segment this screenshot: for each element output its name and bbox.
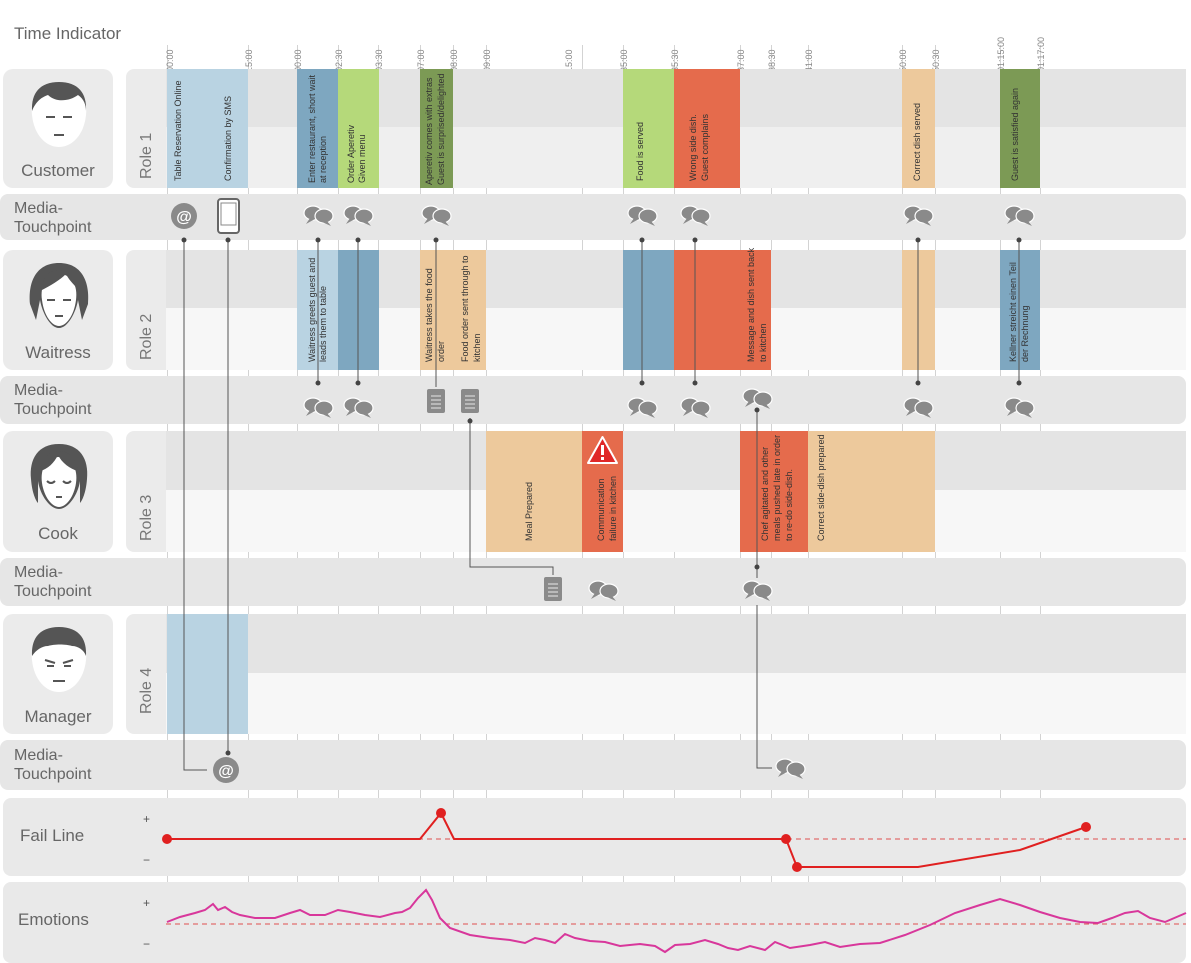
cook-lane-bottom [166,490,1186,552]
fail-line-plus: + [143,812,151,826]
speech-bubble-icon [1004,397,1035,419]
speech-bubble-icon [343,205,374,227]
fail-line-path [167,811,1087,868]
role-tag-col-3: Role 3 [126,431,166,552]
card-waitress-food-served [623,250,674,370]
speech-bubble-icon [421,205,452,227]
speech-bubble-icon [903,205,934,227]
role-card-customer: Customer [3,69,113,188]
manager-lane-top [166,614,1186,673]
cook-face-icon [30,444,88,509]
speech-bubble-icon [343,397,374,419]
document-icon [543,576,563,602]
role-name-cook: Cook [38,524,78,543]
card-order-aperetiv: Order Aperetiv Given menu [338,69,379,188]
role-card-cook: Cook [3,431,113,552]
warning-icon [587,436,618,464]
svg-text:@: @ [176,209,192,226]
card-correct-side-dish: Correct side-dish prepared [808,431,935,552]
speech-bubble-icon [742,388,773,410]
manager-lane-bottom [166,673,1186,734]
speech-bubble-icon [303,397,334,419]
speech-bubble-icon [903,397,934,419]
fail-line-point [436,808,446,818]
media-touchpoint-band-1 [0,194,1186,240]
card-table-reservation: Table Reservation Online Confirmation by… [167,69,248,188]
speech-bubble-icon [303,205,334,227]
media-touchpoint-label-1: Media- Touchpoint [14,200,92,236]
emotions-minus: − [143,937,151,951]
card-guest-satisfied: Guest is satisfied again [1000,69,1040,188]
role-tag-col-2: Role 2 [126,250,166,370]
fail-line-col [126,798,166,876]
card-meal-prepared: Meal Prepared [486,431,582,552]
card-enter-restaurant: Enter restaurant, short wait at receptio… [297,69,338,188]
card-food-served: Food is served [623,69,674,188]
role-tag-col-4: Role 4 [126,614,166,734]
emotion-curve [166,888,1187,954]
speech-bubble-icon [627,397,658,419]
role-name-waitress: Waitress [25,343,91,362]
speech-bubble-icon [1004,205,1035,227]
cook-lane-top [166,431,1186,490]
card-waitress-takes-order: Waitress takes the food order Food order… [420,250,486,370]
card-wrong-side-dish: Wrong side dish. Guest complains [674,69,740,188]
fail-line-point [162,834,172,844]
fail-line-point [781,834,791,844]
role-card-waitress: Waitress [3,250,113,370]
emotions-plus: + [143,896,151,910]
svg-text:@: @ [218,763,234,780]
email-icon: @ [171,203,197,229]
document-icon [426,388,446,414]
card-communication-failure: Communication failure in kitchen [582,431,623,552]
media-touchpoint-band-4 [0,740,1186,790]
media-touchpoint-label-4: Media- Touchpoint [14,747,92,783]
card-kellner: Kellner streicht einen Teil der Rechnung [1000,250,1040,370]
speech-bubble-icon [775,758,806,780]
document-icon [460,388,480,414]
emotions-col [126,882,166,963]
fail-line-band [3,798,1186,876]
fail-line-point [792,862,802,872]
manager-face-icon [31,627,87,692]
emotions-band [3,882,1186,963]
speech-bubble-icon [627,205,658,227]
speech-bubble-icon [588,580,619,602]
card-aperetiv-extras: Aperetiv comes with extras Guest is surp… [420,69,453,188]
card-waitress-message-back: Message and dish sent back to kitchen [674,248,771,370]
role-name-manager: Manager [24,707,92,726]
role-card-manager: Manager [3,614,113,734]
media-touchpoint-label-2: Media- Touchpoint [14,382,92,418]
card-chef-agitated: Chef agitated and other meals pushed lat… [740,431,808,552]
role-tag-col-1: Role 1 [126,69,166,188]
emotions-label: Emotions [18,910,89,929]
fail-line-point [1081,822,1091,832]
fail-line-minus: − [143,853,151,867]
role-name-customer: Customer [21,161,95,180]
media-touchpoint-band-2 [0,376,1186,424]
waitress-face-icon [29,263,89,328]
page-title: Time Indicator [14,24,122,43]
speech-bubble-icon [742,580,773,602]
speech-bubble-icon [680,397,711,419]
card-correct-dish-served: Correct dish served [902,69,935,188]
customer-face-icon [31,82,87,147]
card-manager-block [167,614,248,734]
media-touchpoint-label-3: Media- Touchpoint [14,564,92,600]
phone-icon [217,198,240,234]
fail-line-label: Fail Line [20,826,85,845]
email-icon: @ [213,757,239,783]
speech-bubble-icon [680,205,711,227]
